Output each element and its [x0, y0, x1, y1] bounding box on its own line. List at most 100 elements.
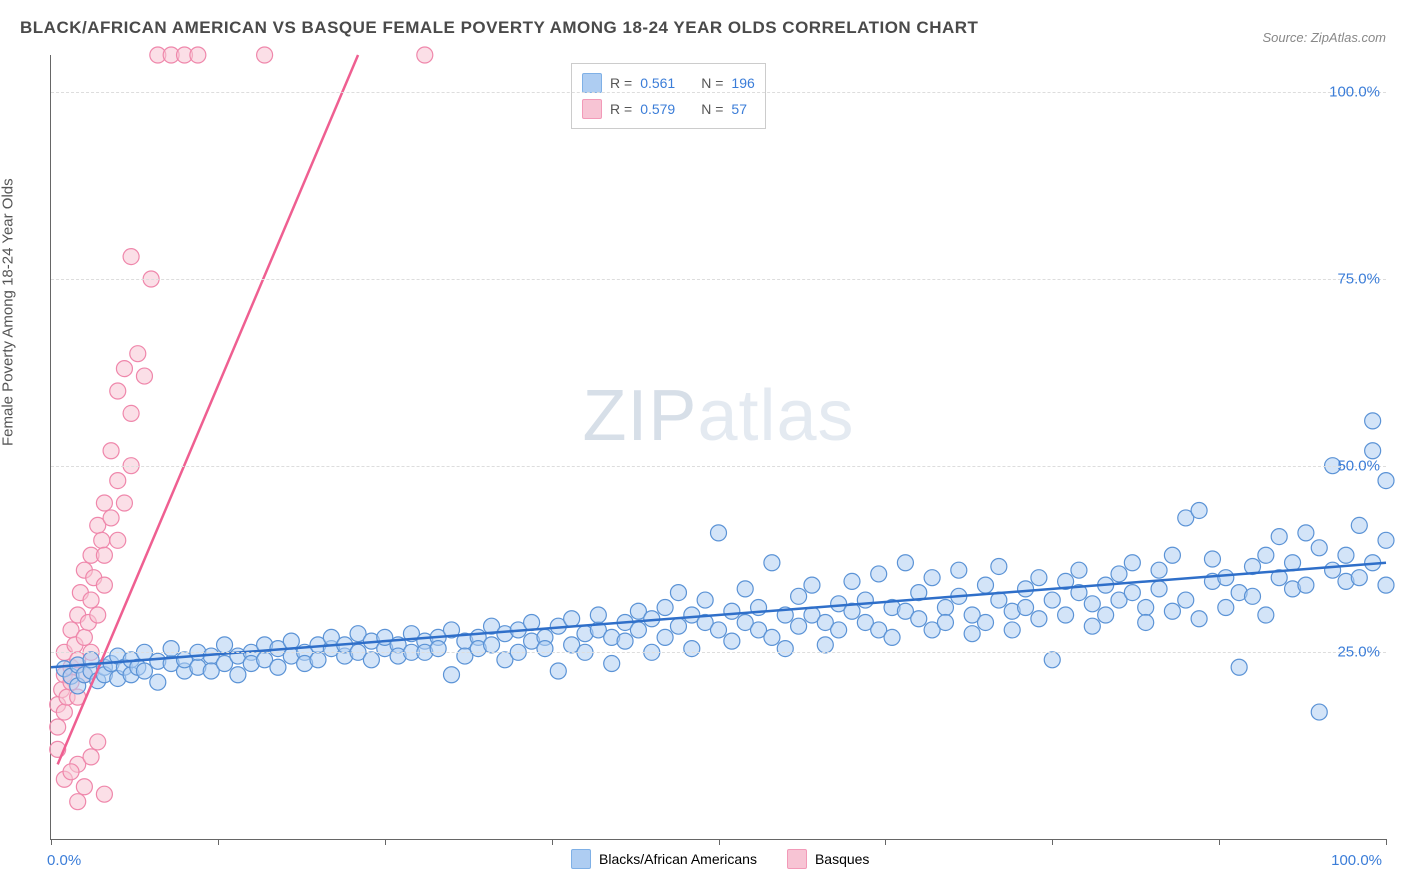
source-label: Source: ZipAtlas.com [1262, 30, 1386, 45]
data-point [116, 495, 132, 511]
data-point [70, 794, 86, 810]
data-point [63, 764, 79, 780]
data-point [190, 47, 206, 63]
data-point [911, 611, 927, 627]
data-point [1231, 659, 1247, 675]
legend-swatch-1 [582, 73, 602, 93]
chart-container: BLACK/AFRICAN AMERICAN VS BASQUE FEMALE … [0, 0, 1406, 892]
series-legend-item-1: Blacks/African Americans [571, 849, 757, 869]
data-point [1218, 570, 1234, 586]
data-point [1298, 577, 1314, 593]
data-point [90, 734, 106, 750]
data-point [617, 633, 633, 649]
data-point [724, 603, 740, 619]
data-point [884, 629, 900, 645]
data-point [1258, 607, 1274, 623]
n-value-1: 196 [731, 75, 754, 91]
data-point [83, 749, 99, 765]
data-point [657, 629, 673, 645]
data-point [697, 592, 713, 608]
data-point [1031, 611, 1047, 627]
x-tick [51, 839, 52, 845]
data-point [1191, 611, 1207, 627]
data-point [110, 532, 126, 548]
data-point [1378, 473, 1394, 489]
data-point [791, 588, 807, 604]
data-point [857, 592, 873, 608]
data-point [103, 510, 119, 526]
data-point [363, 652, 379, 668]
data-point [310, 652, 326, 668]
data-point [1004, 622, 1020, 638]
x-tick [1219, 839, 1220, 845]
data-point [764, 555, 780, 571]
data-point [1044, 592, 1060, 608]
data-point [978, 614, 994, 630]
gridline [51, 92, 1386, 93]
data-point [964, 626, 980, 642]
x-tick [1052, 839, 1053, 845]
data-point [484, 637, 500, 653]
data-point [590, 607, 606, 623]
data-point [96, 786, 112, 802]
data-point [257, 47, 273, 63]
data-point [1378, 577, 1394, 593]
data-point [1151, 562, 1167, 578]
series-swatch-1 [571, 849, 591, 869]
data-point [844, 573, 860, 589]
data-point [1071, 562, 1087, 578]
data-point [1058, 607, 1074, 623]
data-point [817, 637, 833, 653]
data-point [564, 611, 580, 627]
data-point [951, 562, 967, 578]
data-point [50, 719, 66, 735]
data-point [670, 585, 686, 601]
data-point [1338, 547, 1354, 563]
data-point [94, 532, 110, 548]
data-point [1018, 600, 1034, 616]
y-tick-label: 50.0% [1337, 457, 1380, 474]
x-tick-label-left: 0.0% [47, 852, 81, 869]
data-point [670, 618, 686, 634]
data-point [56, 704, 72, 720]
y-tick-label: 25.0% [1337, 644, 1380, 661]
data-point [684, 641, 700, 657]
data-point [76, 779, 92, 795]
data-point [657, 600, 673, 616]
data-point [1218, 600, 1234, 616]
data-point [103, 443, 119, 459]
data-point [270, 659, 286, 675]
data-point [724, 633, 740, 649]
series-legend: Blacks/African Americans Basques [571, 849, 869, 869]
legend-swatch-2 [582, 99, 602, 119]
data-point [1311, 540, 1327, 556]
data-point [1351, 570, 1367, 586]
data-point [537, 641, 553, 657]
data-point [76, 629, 92, 645]
data-point [430, 641, 446, 657]
data-point [283, 633, 299, 649]
data-point [90, 607, 106, 623]
data-point [804, 577, 820, 593]
data-point [1298, 525, 1314, 541]
data-point [123, 249, 139, 265]
data-point [110, 473, 126, 489]
gridline [51, 279, 1386, 280]
y-tick-label: 75.0% [1337, 271, 1380, 288]
data-point [1271, 529, 1287, 545]
x-tick [1386, 839, 1387, 845]
x-tick [385, 839, 386, 845]
series-legend-item-2: Basques [787, 849, 869, 869]
data-point [1164, 547, 1180, 563]
data-point [630, 622, 646, 638]
data-point [1111, 566, 1127, 582]
data-point [737, 581, 753, 597]
data-point [1365, 413, 1381, 429]
data-point [1124, 585, 1140, 601]
data-point [1378, 532, 1394, 548]
data-point [604, 656, 620, 672]
data-point [83, 592, 99, 608]
data-point [130, 346, 146, 362]
data-point [1204, 551, 1220, 567]
data-point [96, 577, 112, 593]
